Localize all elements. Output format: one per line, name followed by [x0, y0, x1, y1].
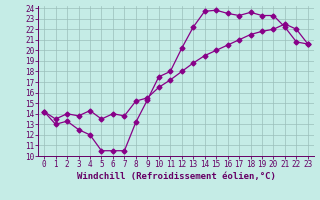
X-axis label: Windchill (Refroidissement éolien,°C): Windchill (Refroidissement éolien,°C) — [76, 172, 276, 181]
